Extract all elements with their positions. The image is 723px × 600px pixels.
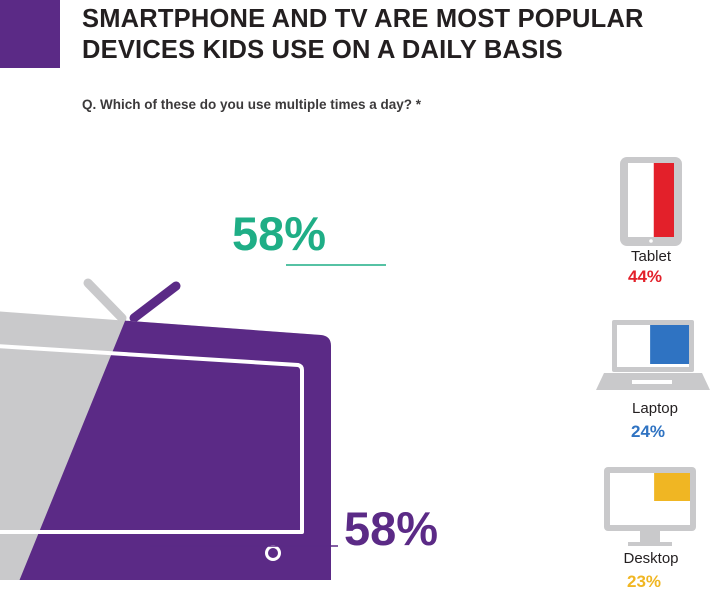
laptop-label: Laptop bbox=[632, 400, 678, 417]
tv-screen bbox=[0, 344, 304, 534]
tablet-percent-label: 44% bbox=[628, 267, 662, 286]
smartphone-percent-label: 58% bbox=[232, 207, 326, 260]
smartphone-share-fill bbox=[447, 150, 580, 530]
tv-share-fill bbox=[15, 310, 331, 580]
tablet-share-fill bbox=[653, 163, 674, 237]
desktop-share-fill bbox=[654, 473, 690, 501]
page-title: SMARTPHONE AND TV ARE MOST POPULAR DEVIC… bbox=[82, 4, 712, 66]
desktop-percent-label: 23% bbox=[627, 572, 661, 591]
smartphone-screen bbox=[377, 217, 540, 448]
tablet-label: Tablet bbox=[631, 248, 672, 265]
smartphone-home-button bbox=[475, 447, 500, 471]
title-line-1: SMARTPHONE AND TV ARE MOST POPULAR bbox=[82, 5, 644, 33]
desktop-stand bbox=[640, 531, 660, 543]
accent-bar bbox=[0, 0, 60, 68]
desktop-label: Desktop bbox=[623, 550, 678, 567]
desktop-icon bbox=[604, 467, 696, 546]
laptop-percent-label: 24% bbox=[631, 422, 665, 441]
tablet-icon bbox=[620, 157, 682, 246]
smartphone-icon bbox=[377, 150, 580, 530]
laptop-icon bbox=[596, 320, 710, 390]
tv-antenna-left bbox=[83, 278, 127, 323]
survey-question: Q. Which of these do you use multiple ti… bbox=[82, 97, 422, 112]
smartphone-speaker bbox=[412, 205, 448, 217]
title-line-2: DEVICES KIDS USE ON A DAILY BASIS bbox=[82, 36, 563, 64]
laptop-share-fill bbox=[650, 325, 689, 364]
tv-antenna-right bbox=[129, 281, 181, 323]
tv-icon bbox=[0, 278, 331, 580]
tv-percent-label: 58% bbox=[344, 502, 438, 555]
